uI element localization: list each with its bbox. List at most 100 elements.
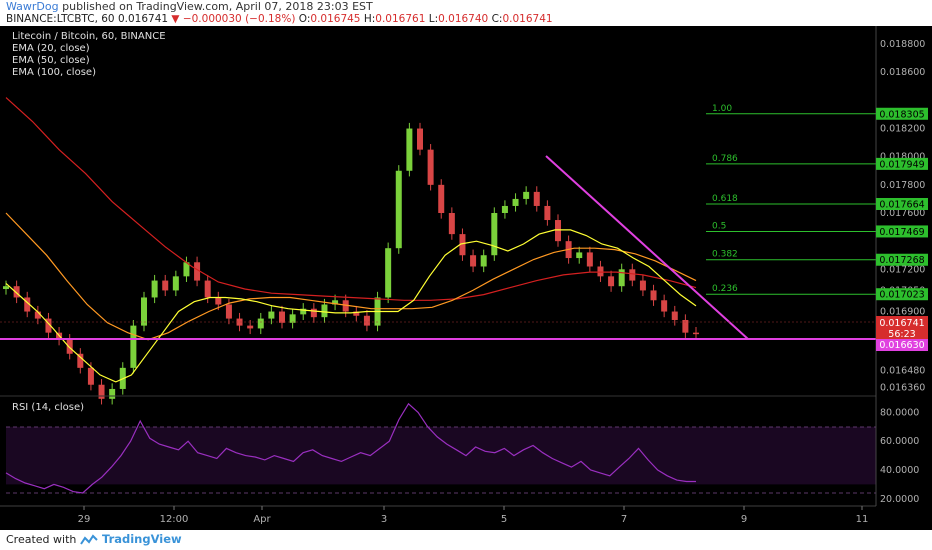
rsi-line [5,402,696,494]
candle-body [555,220,561,242]
tradingview-brand[interactable]: TradingView [102,532,182,546]
candle-body [671,311,678,320]
candle-body [310,308,317,318]
rsi-axis-ticks: 80.0000 60.0000 40.0000 20.0000 [880,407,919,504]
candle-body [523,191,530,199]
last-price-tag-text: 0.016741 [879,318,924,329]
candle-body [353,311,360,316]
fib-price-tag [876,225,928,238]
candle-body [151,280,158,298]
ohlc-low-label: L: [428,13,439,25]
candle-body [650,290,657,301]
candle-body [215,297,222,305]
price-tick-label: 0.017200 [880,264,925,275]
time-tick-label: 7 [621,514,627,525]
price-change: −0.000030 (−0.18%) [182,13,296,25]
candle-body [406,128,413,171]
candle-body [639,280,646,291]
candle-body [342,300,349,312]
fib-price-tag [876,157,928,170]
last-price-tag [876,316,928,328]
candle-body [268,311,275,319]
fib-price-tag-text: 0.017664 [879,199,924,210]
candle-body [300,308,307,315]
candle-body [141,297,147,326]
countdown-tag-text: 56:23 [888,329,915,340]
candle-body [3,286,9,290]
candle-body [162,280,169,291]
publication-info: WawrDog published on TradingView.com, Ap… [6,0,373,13]
price-tick-label: 0.016900 [880,307,925,318]
price-chart[interactable]: 1.00 0.786 0.618 0.5 0.382 0.236 Litecoin / B… [0,26,932,530]
ohlc-close-label: C: [491,13,503,25]
candle-body [470,255,477,267]
fib-price-tag [876,253,928,266]
support-price-tag [876,339,928,351]
time-tick-label: 9 [741,514,747,525]
symbol-info: BINANCE:LTCBTC, 60 0.016741 ▼ −0.000030 … [6,13,553,25]
created-with-text: Created with [6,533,77,546]
candle-body [544,205,551,221]
candle-body [279,311,285,323]
candle-body [45,318,52,333]
candle-body [183,262,190,277]
publication-header: WawrDog published on TradingView.com, Ap… [0,0,932,26]
countdown-tag [876,328,928,339]
candle-body [459,234,466,256]
candle-body [417,128,423,150]
candle-body [438,184,445,213]
candle-body [385,248,392,298]
ohlc-high-label: H: [363,13,376,25]
candle-body [629,269,636,281]
chart-area[interactable]: 1.00 0.786 0.618 0.5 0.382 0.236 Litecoin / B… [0,26,932,530]
published-text: published on TradingView.com, April 07, … [62,0,373,13]
tradingview-logo-icon [80,534,98,545]
time-tick-label: Apr [253,514,271,525]
candle-body [109,388,116,399]
price-axis[interactable] [876,26,932,506]
last-price: 0.016741 [117,13,169,25]
candle-body [682,319,689,333]
candle-body [130,325,137,368]
candles [3,122,699,405]
ema100-label: EMA (100, close) [12,67,96,78]
candle-body [363,315,370,326]
fib-price-tag [876,197,928,210]
candle-body [501,205,508,213]
fibonacci-levels: 1.00 0.786 0.618 0.5 0.382 0.236 [706,104,876,295]
author-link[interactable]: WawrDog [6,0,59,13]
candle-body [247,325,254,329]
candle-body [24,297,31,312]
ema100-line [5,97,697,301]
trend-line[interactable] [545,155,749,340]
price-tick-label: 0.018200 [880,124,925,135]
ema50-label: EMA (50, close) [12,55,90,66]
price-tick-label: 0.016480 [880,366,925,377]
candle-body [172,276,179,291]
time-axis[interactable] [0,506,932,530]
rsi-tick-label: 80.0000 [880,407,919,418]
candle-body [289,314,296,323]
candle-body [87,367,94,385]
time-tick-label: 3 [381,514,387,525]
symbol-label: BINANCE:LTCBTC, 60 [6,13,115,25]
price-tick-label: 0.018000 [880,152,925,163]
support-price-tag-text: 0.016630 [879,340,924,351]
candle-body [321,304,328,318]
fib-ratio-label: 0.618 [712,194,738,204]
rsi-tick-label: 20.0000 [880,494,919,505]
candle-body [586,252,593,267]
time-axis-ticks: 29 12:00 Apr 3 5 7 9 11 [78,506,869,525]
time-tick-label: 11 [856,514,869,525]
candle-body [194,262,201,281]
fib-price-tag [876,288,928,301]
candle-body [13,286,20,298]
candle-body [661,300,668,312]
ohlc-open-label: O: [298,13,311,25]
fib-ratio-label: 0.786 [712,154,738,164]
ohlc-open: 0.016745 [310,13,361,25]
candle-body [618,269,625,287]
candle-body [204,280,211,298]
fib-price-tag-text: 0.017949 [879,159,924,170]
candle-body [332,300,339,305]
